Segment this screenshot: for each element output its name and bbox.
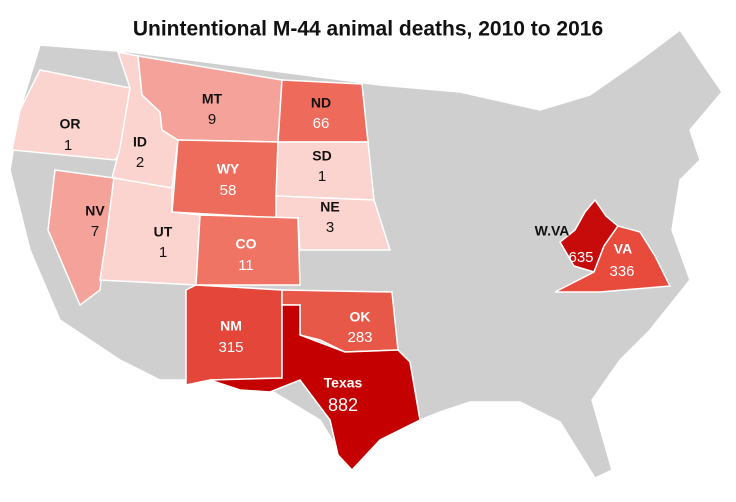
state-label: Texas <box>324 375 363 391</box>
state-label: CO <box>236 236 257 252</box>
state-value: 283 <box>347 329 372 346</box>
state-label: MT <box>202 91 223 107</box>
state-value: 1 <box>318 168 326 185</box>
state-shape <box>195 214 301 286</box>
state-value: 635 <box>568 249 593 266</box>
state-value: 9 <box>208 111 216 128</box>
state-shape <box>277 79 369 143</box>
state-label: UT <box>154 224 173 240</box>
state-label: SD <box>312 148 331 164</box>
state-shape <box>171 139 279 219</box>
map-title: Unintentional M-44 animal deaths, 2010 t… <box>133 18 603 41</box>
state-label: OK <box>350 309 371 325</box>
state-label: ID <box>133 134 147 150</box>
state-value: 315 <box>218 339 243 356</box>
state-label: WY <box>217 161 240 177</box>
state-value: 1 <box>64 137 72 154</box>
state-value: 3 <box>326 219 334 236</box>
state-shape <box>559 198 620 273</box>
state-label: OR <box>60 116 81 132</box>
state-value: 2 <box>136 154 144 171</box>
state-label: NE <box>320 199 339 215</box>
state-label: NM <box>220 318 242 334</box>
state-value: 336 <box>609 263 634 280</box>
state-value: 11 <box>238 257 254 274</box>
state-value: 1 <box>159 244 167 261</box>
state-label: W.VA <box>535 223 570 239</box>
state-shape <box>185 284 283 386</box>
state-label: ND <box>311 95 331 111</box>
state-value: 58 <box>220 182 237 199</box>
state-value: 882 <box>328 395 358 415</box>
state-shape <box>554 225 672 293</box>
state-value: 7 <box>91 223 99 240</box>
state-value: 66 <box>313 115 330 132</box>
state-label: VA <box>614 241 632 257</box>
state-label: NV <box>85 203 105 219</box>
state-shape <box>209 304 421 472</box>
